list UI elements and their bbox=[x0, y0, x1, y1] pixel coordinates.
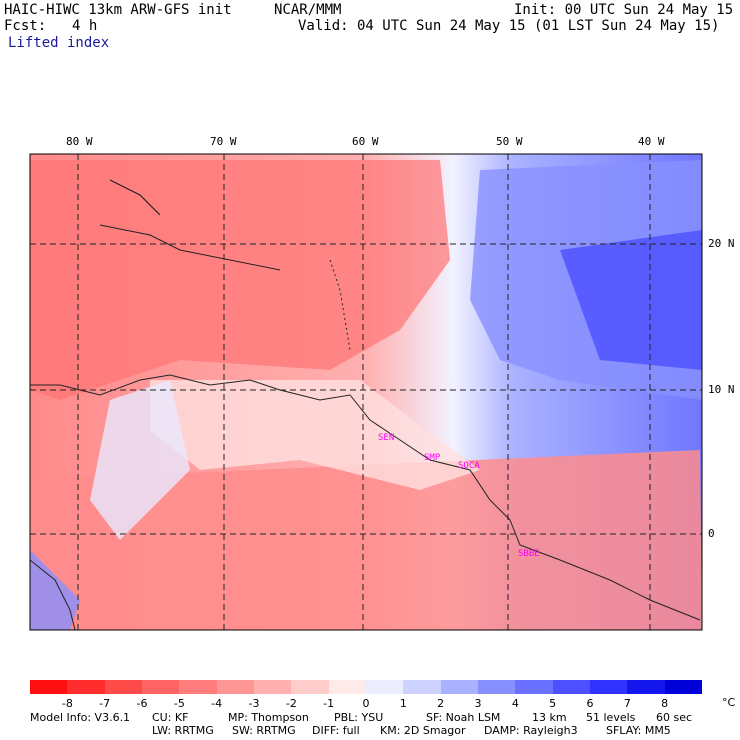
lon-label-40w: 40 W bbox=[638, 135, 665, 148]
colorbar-swatch bbox=[216, 680, 255, 694]
lon-label-50w: 50 W bbox=[496, 135, 523, 148]
footer-lw: LW: RRTMG bbox=[152, 724, 214, 737]
colorbar-tick-label: -3 bbox=[248, 697, 260, 710]
colorbar-tick-label: 2 bbox=[437, 697, 445, 710]
colorbar-tick-label: 0 bbox=[362, 697, 370, 710]
footer-sflay: SFLAY: MM5 bbox=[606, 724, 671, 737]
colorbar-tick-label: -8 bbox=[61, 697, 73, 710]
colorbar-tick-label: -1 bbox=[323, 697, 335, 710]
colorbar-swatch bbox=[30, 680, 68, 694]
south-america-coastline bbox=[30, 374, 701, 621]
graticule bbox=[30, 154, 702, 630]
colorbar-swatch bbox=[291, 680, 330, 694]
org-label: NCAR/MMM bbox=[274, 2, 342, 18]
footer-model-version: Model Info: V3.6.1 bbox=[30, 711, 131, 724]
map-frame bbox=[29, 153, 703, 631]
greater-antilles-coastline bbox=[99, 224, 281, 271]
colorbar-unit: °C bbox=[722, 696, 736, 709]
colorbar-tick-label: 1 bbox=[399, 697, 407, 710]
footer-damp: DAMP: Rayleigh3 bbox=[484, 724, 578, 737]
colorbar-swatch bbox=[440, 680, 479, 694]
colorbar-tick-label: 8 bbox=[661, 697, 669, 710]
footer-cu: CU: KF bbox=[152, 711, 189, 724]
field-name: Lifted index bbox=[8, 35, 110, 51]
station-sen: SEN bbox=[378, 433, 395, 443]
colombia-pale-region bbox=[90, 380, 190, 540]
colorbar-swatch bbox=[366, 680, 404, 694]
station-smp: SMP bbox=[424, 453, 441, 463]
colorbar-swatch bbox=[627, 680, 666, 694]
forecast-hour: 4 h bbox=[72, 18, 98, 34]
venezuela-light-region bbox=[150, 380, 480, 490]
colorbar-swatch bbox=[403, 680, 442, 694]
model-title: HAIC-HIWC 13km ARW-GFS init bbox=[4, 2, 232, 18]
footer-levels: 51 levels bbox=[586, 711, 636, 724]
colorbar-swatch bbox=[478, 680, 516, 694]
lat-label-20n: 20 N bbox=[708, 237, 735, 250]
footer-pbl: PBL: YSU bbox=[334, 711, 384, 724]
footer-km: KM: 2D Smagor bbox=[380, 724, 466, 737]
forecast-label: Fcst: bbox=[4, 18, 47, 34]
valid-time: Valid: 04 UTC Sun 24 May 15 (01 LST Sun … bbox=[298, 18, 720, 34]
colorbar-tick-label: -2 bbox=[285, 697, 297, 710]
colorbar-swatch bbox=[515, 680, 554, 694]
lat-label-0: 0 bbox=[708, 527, 715, 540]
lesser-antilles bbox=[329, 259, 351, 351]
colorbar-swatch bbox=[67, 680, 106, 694]
pacific-coastline bbox=[30, 559, 76, 630]
colorbar-tick-label: 4 bbox=[511, 697, 519, 710]
station-sbbe: SBBE bbox=[518, 549, 540, 559]
lat-label-10n: 10 N bbox=[708, 383, 735, 396]
colorbar-swatch bbox=[328, 680, 367, 694]
colorbar-swatch bbox=[142, 680, 180, 694]
colorbar-swatch bbox=[254, 680, 292, 694]
lon-label-70w: 70 W bbox=[210, 135, 237, 148]
colorbar-swatch bbox=[552, 680, 591, 694]
colorbar-tick-label: 6 bbox=[586, 697, 594, 710]
cuba-coastline bbox=[109, 179, 161, 216]
lon-label-60w: 60 W bbox=[352, 135, 379, 148]
footer-timestep: 60 sec bbox=[656, 711, 693, 724]
colorbar-tick-label: -5 bbox=[173, 697, 185, 710]
footer-resolution: 13 km bbox=[532, 711, 567, 724]
colorbar-swatch bbox=[590, 680, 628, 694]
colorbar-swatch bbox=[104, 680, 143, 694]
colorbar-swatch bbox=[664, 680, 703, 694]
init-time: Init: 00 UTC Sun 24 May 15 bbox=[514, 2, 734, 18]
footer-sw: SW: RRTMG bbox=[232, 724, 296, 737]
colorbar-tick-label: -4 bbox=[211, 697, 223, 710]
footer-mp: MP: Thompson bbox=[228, 711, 309, 724]
colorbar-tick-label: -7 bbox=[99, 697, 111, 710]
atlantic-stable-core bbox=[560, 230, 702, 370]
caribbean-warm-region bbox=[30, 160, 450, 400]
footer-sf: SF: Noah LSM bbox=[426, 711, 501, 724]
colorbar-tick-label: 7 bbox=[623, 697, 631, 710]
colorbar-tick-label: 3 bbox=[474, 697, 482, 710]
south-atlantic-warm-region bbox=[30, 450, 702, 630]
colorbar-swatch bbox=[179, 680, 218, 694]
station-soca: SOCA bbox=[458, 461, 480, 471]
footer-diff: DIFF: full bbox=[312, 724, 360, 737]
colorbar-tick-label: -6 bbox=[136, 697, 148, 710]
colorbar-tick-label: 5 bbox=[549, 697, 557, 710]
lon-label-80w: 80 W bbox=[66, 135, 93, 148]
